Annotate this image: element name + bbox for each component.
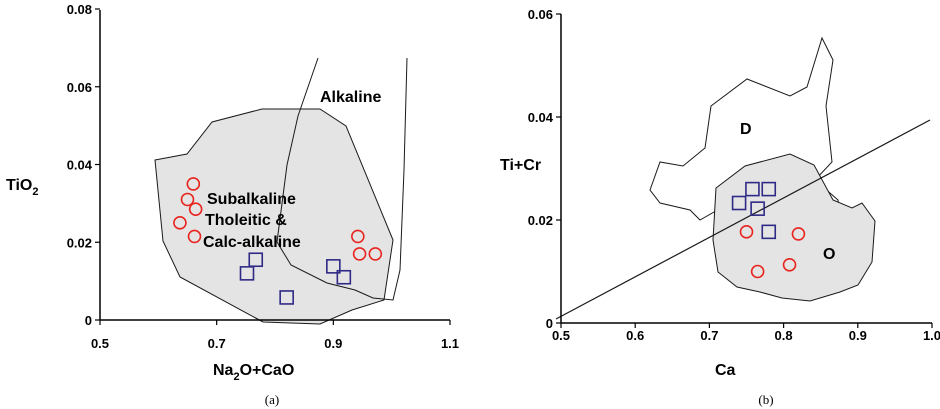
x-tick-label: 0.9 — [324, 336, 342, 351]
x-tick-label: 1.1 — [441, 336, 459, 351]
y-tick-label: 0.06 — [528, 7, 553, 22]
field-label-tholeitic: Tholeitic & — [205, 212, 287, 229]
data-point-square — [239, 266, 255, 281]
x-tick-label: 0.5 — [552, 328, 570, 343]
y-tick-label: 0.04 — [528, 110, 554, 125]
x-tick-label: 0.8 — [775, 328, 793, 343]
y-axis-label-b: Ti+Cr — [500, 157, 541, 174]
field-label-subalkaline: Subalkaline — [207, 191, 296, 208]
y-tick-label: 0 — [85, 313, 92, 328]
data-point-square — [336, 269, 352, 285]
panel-caption-a: (a) — [265, 392, 279, 407]
panel-a: 00.020.040.060.08 0.5 0.7 0.9 1.1 Alkaline … — [6, 2, 459, 407]
y-tick-label: 0.02 — [528, 213, 553, 228]
field-label-calc-alkaline: Calc-alkaline — [203, 234, 301, 251]
data-point-square — [279, 290, 294, 305]
y-tick-label: 0.02 — [67, 235, 92, 250]
y-tick-label: 0.04 — [67, 158, 93, 173]
data-point-circle — [368, 247, 383, 261]
discriminant-line — [555, 119, 931, 320]
x-tick-label: 0.7 — [700, 328, 718, 343]
x-tick-label: 0.5 — [91, 336, 109, 351]
x-axis-label-b: Ca — [715, 362, 736, 379]
x-tick-label: 0.6 — [626, 328, 644, 343]
field-label-o: O — [823, 246, 835, 263]
alkaline-boundary — [276, 57, 408, 301]
data-point-square — [750, 201, 765, 216]
field-label-alkaline: Alkaline — [320, 89, 381, 106]
data-point-circle — [173, 216, 187, 230]
x-axis-label-a: Na2O+CaO — [213, 362, 294, 383]
data-point-circle — [739, 225, 754, 239]
y-tick-label: 0.06 — [67, 80, 92, 95]
panel-b: 0 0.02 0.04 0.06 0.5 0.6 0.7 0.8 0.9 1.0 D O Ti+… — [500, 7, 940, 407]
panel-caption-b: (b) — [758, 392, 773, 407]
data-point-square — [248, 252, 264, 268]
subalkaline-field — [154, 108, 394, 325]
data-point-square — [761, 181, 777, 197]
y-axis-label-a: TiO2 — [6, 177, 39, 198]
data-point-square — [731, 195, 747, 211]
y-tick-label: 0 — [546, 316, 553, 331]
data-point-square — [326, 259, 341, 274]
data-point-circle — [352, 247, 367, 261]
data-point-circle — [187, 229, 202, 244]
data-point-square — [745, 181, 760, 197]
data-point-circle — [186, 177, 201, 191]
y-tick-label: 0.08 — [67, 2, 92, 17]
field-o — [712, 153, 876, 302]
data-point-circle — [188, 202, 203, 217]
x-tick-label: 0.9 — [849, 328, 867, 343]
data-point-circle — [782, 258, 797, 272]
data-point-circle — [351, 229, 365, 244]
data-point-circle — [791, 227, 806, 241]
data-point-square — [761, 224, 777, 240]
data-point-circle — [750, 264, 765, 279]
data-point-circle — [180, 192, 195, 207]
x-tick-label: 1.0 — [923, 328, 940, 343]
field-label-d: D — [740, 121, 752, 138]
x-tick-label: 0.7 — [208, 336, 226, 351]
